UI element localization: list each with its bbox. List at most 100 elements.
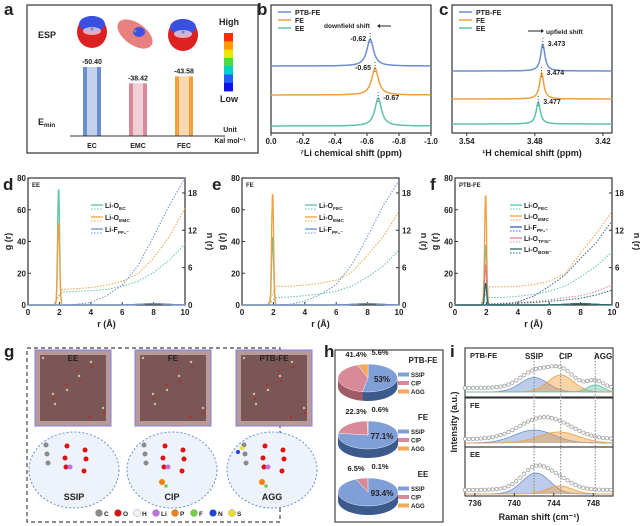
experimental-data-point	[541, 464, 546, 469]
y-tick-label: 80	[231, 174, 240, 183]
x-tick-label: 2	[57, 308, 62, 317]
box-atom	[76, 369, 80, 373]
x-tick-label: 0	[240, 308, 245, 317]
y-tick-label: 20	[444, 269, 453, 278]
category-label: FEC	[177, 143, 191, 150]
experimental-data-point	[514, 479, 519, 484]
legend-label-sub: EMC	[333, 218, 344, 224]
legend-label: Li-OTFSI⁻	[524, 236, 552, 245]
legend-swatch-agg	[398, 389, 409, 394]
y-tick-label: 60	[231, 206, 240, 215]
legend-label-sub: EC	[119, 206, 126, 212]
coordination-number-curve	[242, 180, 400, 306]
y-tick-label: 80	[444, 174, 453, 183]
box-atom	[302, 406, 306, 410]
experimental-data-point	[581, 485, 586, 490]
experimental-data-point	[462, 487, 468, 493]
experimental-data-point	[601, 435, 606, 440]
panel-title: EE	[32, 183, 40, 189]
legend-label-main: Li-O	[524, 247, 539, 254]
legend-label: EE	[476, 26, 486, 33]
experimental-data-point	[553, 417, 558, 422]
esp-positive-region	[79, 16, 105, 32]
experimental-data-point	[490, 487, 495, 492]
molecule-atom	[81, 468, 87, 474]
cluster-circle	[126, 431, 218, 509]
experimental-data-point	[506, 382, 511, 387]
legend-label-main: Li-F	[524, 225, 538, 232]
experimental-data-point	[605, 436, 610, 441]
experimental-data-point	[510, 482, 515, 487]
x-tick-label: 4	[516, 308, 521, 317]
component-label: AGG	[594, 352, 612, 361]
raman-sample-label: FE	[470, 401, 480, 410]
x-tick-label: 0.0	[265, 137, 277, 146]
box-atom	[266, 388, 270, 392]
experimental-data-point	[498, 433, 503, 438]
legend-label: AGG	[411, 390, 425, 396]
bar-value-label: -38.42	[128, 75, 148, 82]
molecule-atom	[179, 468, 185, 474]
y2-tick-label: 0	[188, 301, 193, 310]
box-atom	[201, 406, 205, 410]
experimental-data-point	[490, 385, 495, 390]
bar-value-label: -43.58	[174, 68, 194, 75]
simulation-box-label: EE	[68, 354, 79, 363]
bar-value-label: -50.40	[82, 59, 102, 66]
raman-sample-label: PTB-FE	[470, 351, 497, 360]
x-tick-label: 744	[547, 499, 561, 508]
molecule-atom	[279, 468, 285, 474]
x-tick-label: 8	[578, 308, 583, 317]
y2-tick-label: 12	[615, 226, 624, 235]
x-tick-label: 6	[334, 308, 339, 317]
experimental-data-point	[597, 435, 602, 440]
legend-swatch-cip	[398, 438, 409, 442]
panel-title: FE	[246, 183, 254, 189]
experimental-data-point	[474, 487, 479, 492]
bar-highlight	[133, 83, 143, 136]
atom-legend-h-icon	[133, 509, 141, 517]
x-tick-label: 4	[89, 308, 94, 317]
unit-label: Unit	[223, 127, 237, 134]
ssip-percent-label: 93.4%	[371, 489, 394, 498]
esp-negative-region	[133, 27, 145, 37]
y-tick-label: 20	[231, 269, 240, 278]
experimental-data-point	[597, 379, 602, 384]
ssip-percent-label: 77.1%	[371, 432, 394, 441]
y2-tick-label: 6	[615, 264, 620, 273]
box-atom	[89, 360, 93, 364]
legend-label: PTB-FE	[476, 10, 502, 17]
atom-legend-label: O	[123, 511, 128, 518]
molecule-atom	[261, 464, 267, 470]
atom-legend-f-icon	[190, 509, 198, 517]
box-atom	[291, 365, 295, 369]
agg-percent-label: 0.6%	[371, 405, 388, 414]
experimental-data-point	[470, 385, 475, 390]
legend-label: SSIP	[411, 373, 425, 379]
legend-label: Li-FPF₆⁻	[524, 225, 548, 234]
x-axis-title: r (Å)	[97, 319, 116, 329]
colorbar-high-label: High	[219, 17, 239, 27]
panel-label-g: g	[4, 342, 14, 361]
panel-label-b: b	[257, 0, 267, 19]
raman-component-line-cip	[465, 431, 613, 444]
experimental-data-point	[522, 421, 527, 426]
box-atom	[190, 365, 194, 369]
experimental-data-point	[585, 486, 590, 491]
pie-slice-ssip	[362, 363, 398, 393]
experimental-data-point	[462, 385, 468, 391]
box-atom	[64, 383, 68, 387]
experimental-data-point	[518, 375, 523, 380]
legend-label-main: Li-O	[319, 215, 334, 222]
experimental-data-point	[581, 379, 586, 384]
pie-title: FE	[418, 413, 429, 422]
cluster-type-label: SSIP	[64, 492, 85, 502]
legend-swatch-cip	[398, 381, 409, 385]
molecule-atom	[63, 464, 69, 470]
box-atom	[202, 411, 206, 415]
atom-legend-c-icon	[95, 509, 103, 517]
panel-c-frame	[451, 4, 613, 134]
y2-tick-label: 18	[402, 189, 411, 198]
raman-component-fill-ssip	[465, 377, 613, 392]
legend-label-main: Li-O	[105, 215, 120, 222]
